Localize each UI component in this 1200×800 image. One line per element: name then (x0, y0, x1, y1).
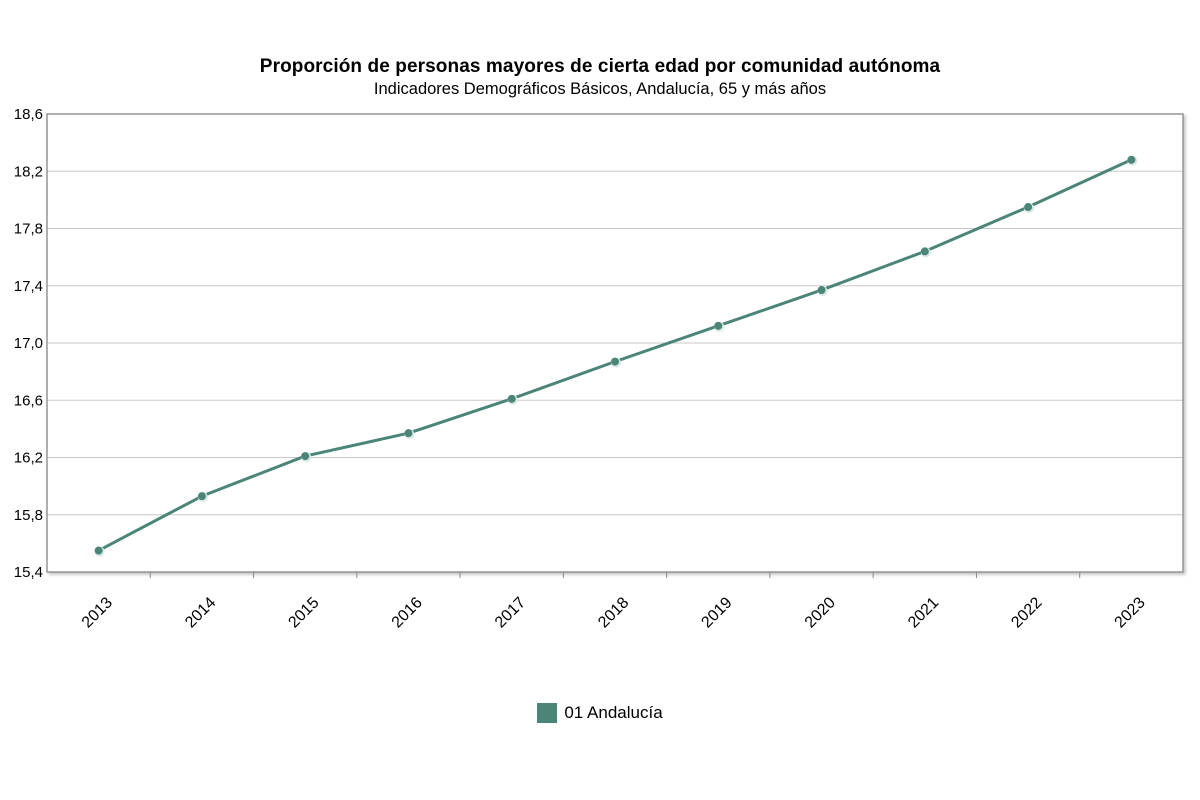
data-point (1127, 155, 1136, 164)
data-point (920, 247, 929, 256)
data-point (94, 546, 103, 555)
y-tick-label: 18,6 (14, 106, 43, 123)
y-tick-label: 16,2 (14, 450, 43, 467)
data-point (301, 452, 310, 461)
y-tick-label: 15,8 (14, 507, 43, 524)
legend-swatch (537, 703, 558, 723)
x-tick-label: 2015 (285, 594, 322, 631)
plot-border (46, 113, 1184, 573)
data-point (404, 429, 413, 438)
x-tick-label: 2020 (802, 594, 839, 631)
chart-title: Proporción de personas mayores de cierta… (259, 56, 941, 77)
y-tick-label: 16,6 (14, 392, 43, 409)
data-point (1024, 203, 1033, 212)
x-tick-label: 2023 (1112, 594, 1149, 631)
data-point (611, 357, 619, 366)
data-point (507, 394, 516, 403)
data-point (714, 321, 723, 330)
x-tick-label: 2013 (79, 594, 116, 631)
legend-label: 01 Andalucía (564, 703, 663, 722)
x-tick-label: 2018 (595, 594, 632, 631)
chart-subtitle: Indicadores Demográficos Básicos, Andalu… (373, 80, 827, 98)
x-tick-label: 2021 (905, 594, 942, 631)
x-tick-label: 2017 (492, 594, 529, 631)
x-tick-label: 2014 (182, 594, 219, 631)
y-tick-label: 17,4 (14, 278, 43, 295)
data-point (197, 492, 206, 501)
x-tick-label: 2016 (389, 594, 426, 631)
y-tick-label: 18,2 (14, 163, 43, 180)
y-tick-label: 17,8 (14, 221, 43, 238)
legend[interactable]: 01 Andalucía (0, 703, 1200, 723)
data-point (817, 286, 826, 295)
y-tick-label: 17,0 (14, 335, 43, 352)
x-tick-label: 2022 (1008, 594, 1045, 631)
y-tick-label: 15,4 (14, 564, 43, 581)
x-tick-label: 2019 (698, 594, 735, 631)
